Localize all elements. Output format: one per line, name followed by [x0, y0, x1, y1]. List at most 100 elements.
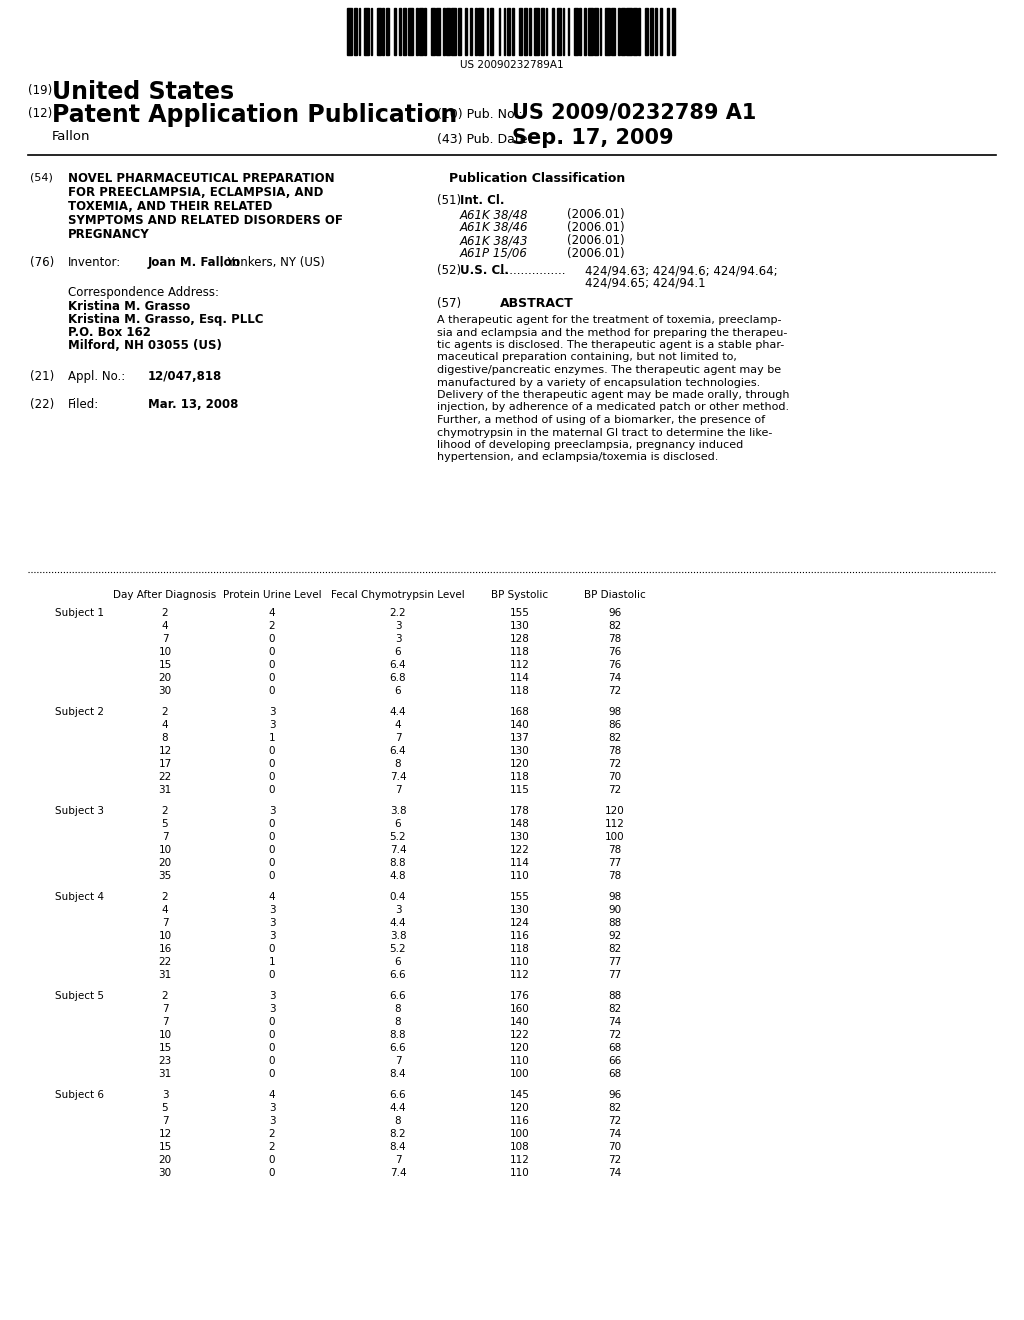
Text: 2: 2 [162, 609, 168, 618]
Bar [486, 8, 488, 55]
Text: Joan M. Fallon: Joan M. Fallon [148, 256, 241, 269]
Bar [512, 8, 514, 55]
Text: PREGNANCY: PREGNANCY [68, 228, 150, 242]
Text: 96: 96 [608, 1090, 622, 1100]
Text: Subject 6: Subject 6 [55, 1090, 104, 1100]
Bar [574, 8, 578, 55]
Text: 77: 77 [608, 970, 622, 979]
Text: 160: 160 [510, 1005, 529, 1014]
Text: 8.4: 8.4 [390, 1069, 407, 1078]
Text: 70: 70 [608, 772, 622, 781]
Text: 0: 0 [268, 1155, 275, 1166]
Text: 148: 148 [510, 818, 530, 829]
Text: 23: 23 [159, 1056, 172, 1067]
Text: 7: 7 [394, 733, 401, 743]
Text: 3.8: 3.8 [390, 807, 407, 816]
Bar [534, 8, 539, 55]
Bar [371, 8, 373, 55]
Text: Filed:: Filed: [68, 399, 99, 411]
Text: 124: 124 [510, 917, 530, 928]
Text: 6: 6 [394, 647, 401, 657]
Text: Subject 3: Subject 3 [55, 807, 104, 816]
Text: 8: 8 [394, 1005, 401, 1014]
Text: 31: 31 [159, 970, 172, 979]
Text: 122: 122 [510, 845, 530, 855]
Text: 17: 17 [159, 759, 172, 770]
Text: 82: 82 [608, 1104, 622, 1113]
Text: 0: 0 [268, 970, 275, 979]
Text: 15: 15 [159, 660, 172, 671]
Text: 3: 3 [394, 634, 401, 644]
Text: (21): (21) [30, 370, 54, 383]
Text: Protein Urine Level: Protein Urine Level [222, 590, 322, 601]
Text: 12/047,818: 12/047,818 [148, 370, 222, 383]
Text: (19): (19) [28, 84, 52, 96]
Text: Subject 2: Subject 2 [55, 708, 104, 717]
Text: 0: 0 [268, 845, 275, 855]
Text: 66: 66 [608, 1056, 622, 1067]
Text: 8: 8 [162, 733, 168, 743]
Text: 1: 1 [268, 733, 275, 743]
Bar [650, 8, 653, 55]
Text: 4.8: 4.8 [390, 871, 407, 880]
Text: 82: 82 [608, 733, 622, 743]
Text: 72: 72 [608, 1030, 622, 1040]
Text: 35: 35 [159, 871, 172, 880]
Text: 78: 78 [608, 746, 622, 756]
Bar [452, 8, 457, 55]
Text: 114: 114 [510, 673, 530, 682]
Text: 72: 72 [608, 686, 622, 696]
Text: 3: 3 [394, 906, 401, 915]
Bar [562, 8, 564, 55]
Text: 120: 120 [510, 1043, 529, 1053]
Text: 176: 176 [510, 991, 530, 1001]
Text: 130: 130 [510, 620, 529, 631]
Text: BP Diastolic: BP Diastolic [584, 590, 646, 601]
Text: 20: 20 [159, 673, 172, 682]
Text: 155: 155 [510, 892, 530, 902]
Text: 5: 5 [162, 1104, 168, 1113]
Text: 12: 12 [159, 746, 172, 756]
Text: 0: 0 [268, 1056, 275, 1067]
Text: 110: 110 [510, 1056, 529, 1067]
Text: 5.2: 5.2 [390, 944, 407, 954]
Text: 116: 116 [510, 931, 530, 941]
Bar [546, 8, 548, 55]
Text: 2: 2 [162, 708, 168, 717]
Text: Subject 5: Subject 5 [55, 991, 104, 1001]
Text: Int. Cl.: Int. Cl. [460, 194, 505, 207]
Text: Subject 4: Subject 4 [55, 892, 104, 902]
Text: 128: 128 [510, 634, 530, 644]
Text: sia and eclampsia and the method for preparing the therapeu-: sia and eclampsia and the method for pre… [437, 327, 787, 338]
Text: 7: 7 [162, 634, 168, 644]
Text: TOXEMIA, AND THEIR RELATED: TOXEMIA, AND THEIR RELATED [68, 201, 272, 213]
Text: Subject 1: Subject 1 [55, 609, 104, 618]
Text: , Yonkers, NY (US): , Yonkers, NY (US) [220, 256, 325, 269]
Bar [364, 8, 369, 55]
Bar [541, 8, 544, 55]
Text: 76: 76 [608, 647, 622, 657]
Text: 82: 82 [608, 944, 622, 954]
Text: 110: 110 [510, 1168, 529, 1177]
Bar [443, 8, 444, 55]
Text: 118: 118 [510, 772, 530, 781]
Text: ABSTRACT: ABSTRACT [500, 297, 573, 310]
Text: 424/94.63; 424/94.6; 424/94.64;: 424/94.63; 424/94.6; 424/94.64; [585, 264, 777, 277]
Text: 0: 0 [268, 818, 275, 829]
Text: 140: 140 [510, 1016, 529, 1027]
Text: 74: 74 [608, 1016, 622, 1027]
Bar [416, 8, 418, 55]
Text: 7: 7 [162, 1016, 168, 1027]
Text: 88: 88 [608, 991, 622, 1001]
Bar [519, 8, 522, 55]
Text: 4.4: 4.4 [390, 1104, 407, 1113]
Bar [611, 8, 614, 55]
Text: 0: 0 [268, 746, 275, 756]
Bar [667, 8, 669, 55]
Text: 116: 116 [510, 1115, 530, 1126]
Text: 6.6: 6.6 [390, 991, 407, 1001]
Text: 96: 96 [608, 609, 622, 618]
Text: 6: 6 [394, 686, 401, 696]
Text: (76): (76) [30, 256, 54, 269]
Bar [386, 8, 389, 55]
